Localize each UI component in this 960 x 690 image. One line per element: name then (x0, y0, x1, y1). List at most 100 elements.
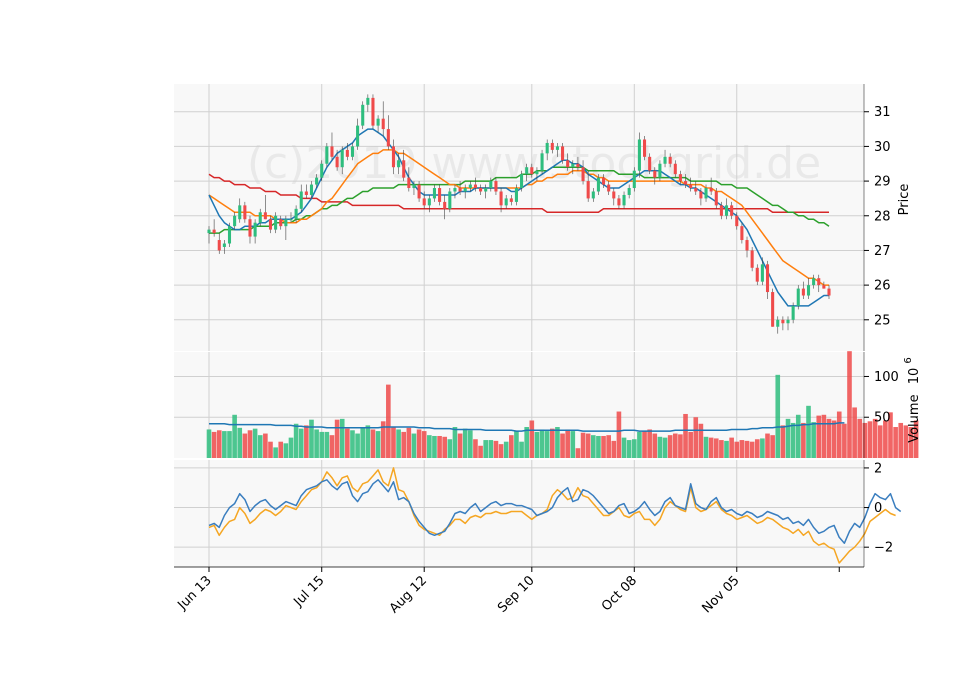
volume-bar (739, 440, 745, 458)
volume-bar (401, 431, 407, 458)
volume-bar (713, 438, 719, 458)
candle-body (786, 319, 790, 324)
volume-bar (350, 430, 355, 458)
volume-bar (729, 437, 734, 458)
candle-body (776, 319, 780, 327)
candle-body (750, 250, 754, 268)
volume-axis-label-base: 10 (907, 368, 922, 385)
candle-body (791, 305, 795, 320)
price-panel-background (174, 84, 864, 351)
candle-body (678, 174, 682, 182)
candle-body (263, 212, 267, 220)
candle-body (238, 205, 242, 220)
price-panel: (c)2019 www.stockgrid.de 25262728293031 … (174, 84, 912, 351)
volume-bar (211, 431, 217, 458)
volume-bars (206, 351, 919, 458)
candle-body (376, 118, 380, 126)
volume-bar (883, 420, 888, 458)
volume-bar (304, 425, 309, 458)
volume-axis-label-text: Volume (907, 394, 922, 442)
volume-bar (857, 418, 863, 458)
candle-body (268, 219, 273, 230)
volume-bar (268, 441, 273, 458)
y-tick-label: 26 (874, 279, 891, 294)
volume-bar (206, 429, 212, 458)
volume-bar (683, 413, 688, 458)
candle-body (207, 229, 211, 234)
candle-body (591, 191, 595, 199)
candle-body (212, 229, 216, 234)
volume-bar (319, 431, 325, 458)
price-axis-label: Price (897, 184, 912, 216)
candle-body (586, 181, 590, 199)
volume-bar (888, 412, 893, 458)
x-tick-label: Aug 12 (387, 573, 430, 616)
oscillator-slow-line (208, 467, 896, 564)
candle-body (391, 146, 395, 168)
volume-bar (298, 428, 304, 458)
candle-body (525, 167, 529, 175)
volume-bar (611, 440, 617, 458)
candle-body (530, 167, 534, 175)
volume-bar (375, 431, 381, 458)
candle-body (432, 188, 436, 199)
candle-body (724, 205, 729, 216)
candle-body (827, 288, 831, 296)
volume-bar (309, 419, 314, 458)
y-tick-label: 100 (874, 370, 899, 385)
volume-bar (662, 437, 668, 458)
candle-body (386, 129, 390, 147)
oscillator-lines (208, 467, 902, 564)
volume-bar (667, 435, 673, 458)
volume-bar (519, 441, 524, 458)
volume-bar (565, 429, 570, 458)
candle-body (822, 285, 826, 289)
volume-bar (770, 435, 775, 458)
volume-bar (703, 436, 709, 458)
candle-body (755, 267, 759, 282)
volume-bar (478, 445, 483, 458)
candle-body (453, 188, 457, 192)
volume-bar (365, 425, 371, 458)
candle-body (622, 194, 626, 206)
volume-bar (785, 418, 791, 458)
volume-bar (698, 423, 704, 458)
volume-axis-label: Volume 10 6 (903, 357, 922, 443)
volume-bar (468, 430, 473, 458)
candle-body (340, 149, 344, 168)
volume-bar (411, 433, 417, 458)
volume-bar (637, 431, 642, 458)
volume-bar (406, 427, 412, 458)
volume-bar (847, 351, 852, 458)
volume-bar (590, 435, 596, 458)
candle-body (463, 188, 467, 192)
volume-bar (821, 414, 827, 458)
volume-bar (345, 428, 350, 458)
volume-bar (657, 436, 663, 458)
candle-body (673, 163, 677, 175)
volume-bar (529, 420, 535, 458)
volume-bar (237, 427, 243, 458)
volume-bar (560, 433, 565, 458)
x-tick-label: Oct 08 (599, 573, 640, 614)
y-tick-label: 29 (874, 175, 891, 190)
candle-body (320, 163, 324, 178)
candle-body (535, 170, 539, 175)
volume-bar (252, 428, 258, 458)
candle-body (781, 319, 785, 324)
candle-body (817, 278, 821, 286)
candle-body (345, 149, 349, 157)
volume-bar (893, 427, 898, 458)
volume-moving-average (209, 422, 845, 432)
candle-body (335, 156, 339, 168)
candle-body (668, 156, 672, 164)
volume-bar (790, 422, 796, 458)
candlesticks (207, 94, 831, 334)
volume-bar (631, 439, 637, 458)
oscillator-grid (174, 460, 864, 567)
y-tick-label: 2 (874, 461, 882, 476)
volume-bar (898, 422, 904, 458)
volume-bar (437, 435, 442, 458)
candle-body (765, 264, 770, 293)
candle-body (248, 219, 252, 237)
